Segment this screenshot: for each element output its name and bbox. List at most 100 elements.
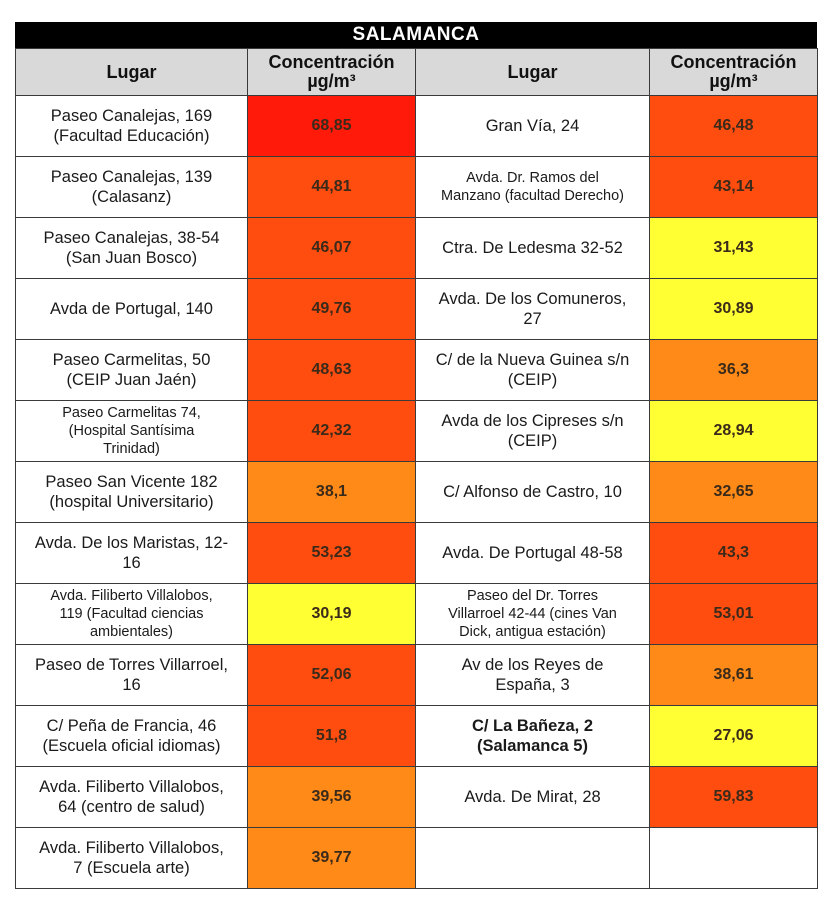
place-line: (Escuela oficial idiomas): [42, 737, 221, 755]
left-concentration-cell: 39,77: [247, 827, 416, 889]
right-concentration-cell: 43,3: [649, 522, 818, 584]
left-place-cell: Avda. Filiberto Villalobos, 119 (Facultad…: [15, 583, 248, 645]
place-line: Avda de Portugal, 140: [50, 300, 213, 318]
right-place-cell: C/ La Bañeza, 2 (Salamanca 5): [415, 705, 650, 767]
concentration-header-label: Concentración: [268, 52, 395, 72]
concentration-header-right: Concentración µg/m³: [649, 48, 818, 96]
right-place-cell: Av de los Reyes de España, 3: [415, 644, 650, 706]
right-place-cell: C/ Alfonso de Castro, 10: [415, 461, 650, 523]
place-line: (San Juan Bosco): [65, 249, 198, 267]
place-line: 64 (centro de salud): [58, 798, 205, 816]
place-line: Avda. Filiberto Villalobos,: [50, 588, 213, 604]
sheet-title: SALAMANCA: [15, 22, 817, 48]
table-row: Paseo San Vicente 182 (hospital Universit…: [15, 461, 818, 523]
right-place-cell: Avda. Dr. Ramos del Manzano (facultad Der…: [415, 156, 650, 218]
right-concentration-cell: 28,94: [649, 400, 818, 462]
table-row: Paseo Carmelitas, 50 (CEIP Juan Jaén) 48,6…: [15, 339, 818, 401]
place-line: (Salamanca 5): [477, 737, 588, 755]
right-concentration-cell: 38,61: [649, 644, 818, 706]
left-place-cell: Paseo Canalejas, 38-54 (San Juan Bosco): [15, 217, 248, 279]
left-place-cell: Paseo de Torres Villarroel, 16: [15, 644, 248, 706]
left-concentration-cell: 38,1: [247, 461, 416, 523]
right-concentration-cell: 53,01: [649, 583, 818, 645]
place-line: Paseo Carmelitas, 50: [52, 351, 211, 369]
place-line: Paseo Canalejas, 38-54: [43, 229, 220, 247]
left-place-cell: Paseo Carmelitas, 50 (CEIP Juan Jaén): [15, 339, 248, 401]
right-concentration-cell: 46,48: [649, 95, 818, 157]
left-concentration-cell: 68,85: [247, 95, 416, 157]
concentration-header-left: Concentración µg/m³: [247, 48, 416, 96]
concentration-header-label: Concentración: [670, 52, 797, 72]
left-place-cell: Paseo San Vicente 182 (hospital Universit…: [15, 461, 248, 523]
place-line: 7 (Escuela arte): [73, 859, 190, 877]
place-line: Avda. De los Comuneros,: [438, 290, 627, 308]
table-row: Paseo Carmelitas 74, (Hospital Santísima T…: [15, 400, 818, 462]
place-header-left: Lugar: [15, 48, 248, 96]
place-line: C/ Peña de Francia, 46: [46, 717, 217, 735]
left-concentration-cell: 53,23: [247, 522, 416, 584]
left-place-cell: Avda. De los Maristas, 12- 16: [15, 522, 248, 584]
place-line: Avda de los Cipreses s/n: [441, 412, 624, 430]
place-line: C/ La Bañeza, 2: [471, 717, 594, 735]
concentration-header-unit: µg/m³: [307, 71, 356, 91]
left-concentration-cell: 46,07: [247, 217, 416, 279]
place-line: Paseo del Dr. Torres: [466, 588, 599, 604]
right-place-cell: Paseo del Dr. Torres Villarroel 42-44 (ci…: [415, 583, 650, 645]
table-row: Avda. De los Maristas, 12- 16 53,23 Avda. D…: [15, 522, 818, 584]
place-line: 16: [122, 554, 141, 572]
place-line: ambientales): [89, 624, 173, 640]
right-concentration-cell: 36,3: [649, 339, 818, 401]
left-concentration-cell: 42,32: [247, 400, 416, 462]
left-place-cell: C/ Peña de Francia, 46 (Escuela oficial i…: [15, 705, 248, 767]
right-concentration-cell: 43,14: [649, 156, 818, 218]
right-place-cell: Avda. De Portugal 48-58: [415, 522, 650, 584]
place-line: Dick, antigua estación): [459, 624, 606, 640]
table-row: Paseo Canalejas, 169 (Facultad Educación)…: [15, 95, 818, 157]
place-line: Manzano (facultad Derecho): [441, 188, 624, 204]
left-concentration-cell: 52,06: [247, 644, 416, 706]
right-place-cell: Avda. De los Comuneros, 27: [415, 278, 650, 340]
left-concentration-cell: 30,19: [247, 583, 416, 645]
place-line: (CEIP Juan Jaén): [66, 371, 197, 389]
place-line: Ctra. De Ledesma 32-52: [442, 239, 623, 257]
place-line: (CEIP): [507, 432, 558, 450]
place-line: Avda. Dr. Ramos del: [466, 170, 599, 186]
place-line: C/ Alfonso de Castro, 10: [443, 483, 622, 501]
place-line: 119 (Facultad ciencias: [59, 606, 204, 622]
table-row: Paseo Canalejas, 139 (Calasanz) 44,81 Avda.…: [15, 156, 818, 218]
right-place-cell: Ctra. De Ledesma 32-52: [415, 217, 650, 279]
place-line: España, 3: [495, 676, 570, 694]
right-concentration-cell: [649, 827, 818, 889]
right-place-cell: Avda de los Cipreses s/n (CEIP): [415, 400, 650, 462]
right-concentration-cell: 30,89: [649, 278, 818, 340]
table-row: Avda de Portugal, 140 49,76 Avda. De los C…: [15, 278, 818, 340]
table-row: Paseo de Torres Villarroel, 16 52,06 Av de …: [15, 644, 818, 706]
right-concentration-cell: 27,06: [649, 705, 818, 767]
place-line: Avda. De Mirat, 28: [464, 788, 601, 806]
place-line: (hospital Universitario): [49, 493, 214, 511]
place-line: 16: [122, 676, 141, 694]
place-line: (Hospital Santísima: [68, 423, 195, 439]
place-line: Paseo Carmelitas 74,: [62, 405, 201, 421]
concentration-table: Lugar Concentración µg/m³ Lugar Concentr…: [15, 48, 818, 889]
place-line: Avda. Filiberto Villalobos,: [39, 839, 224, 857]
place-line: C/ de la Nueva Guinea s/n: [435, 351, 630, 369]
right-concentration-cell: 31,43: [649, 217, 818, 279]
table-row: Avda. Filiberto Villalobos, 7 (Escuela ar…: [15, 827, 818, 889]
left-place-cell: Avda de Portugal, 140: [15, 278, 248, 340]
table-body: Paseo Canalejas, 169 (Facultad Educación)…: [15, 95, 818, 889]
left-place-cell: Avda. Filiberto Villalobos, 64 (centro de…: [15, 766, 248, 828]
right-place-cell: C/ de la Nueva Guinea s/n (CEIP): [415, 339, 650, 401]
table-row: Avda. Filiberto Villalobos, 119 (Facultad…: [15, 583, 818, 645]
left-place-cell: Paseo Carmelitas 74, (Hospital Santísima T…: [15, 400, 248, 462]
left-concentration-cell: 39,56: [247, 766, 416, 828]
table-row: C/ Peña de Francia, 46 (Escuela oficial i…: [15, 705, 818, 767]
place-line: Paseo Canalejas, 169: [50, 107, 213, 125]
left-concentration-cell: 48,63: [247, 339, 416, 401]
concentration-header-unit: µg/m³: [709, 71, 758, 91]
right-place-cell: Gran Vía, 24: [415, 95, 650, 157]
right-place-cell: Avda. De Mirat, 28: [415, 766, 650, 828]
place-line: Villarroel 42-44 (cines Van: [448, 606, 617, 622]
place-line: (Facultad Educación): [53, 127, 210, 145]
left-place-cell: Paseo Canalejas, 169 (Facultad Educación): [15, 95, 248, 157]
